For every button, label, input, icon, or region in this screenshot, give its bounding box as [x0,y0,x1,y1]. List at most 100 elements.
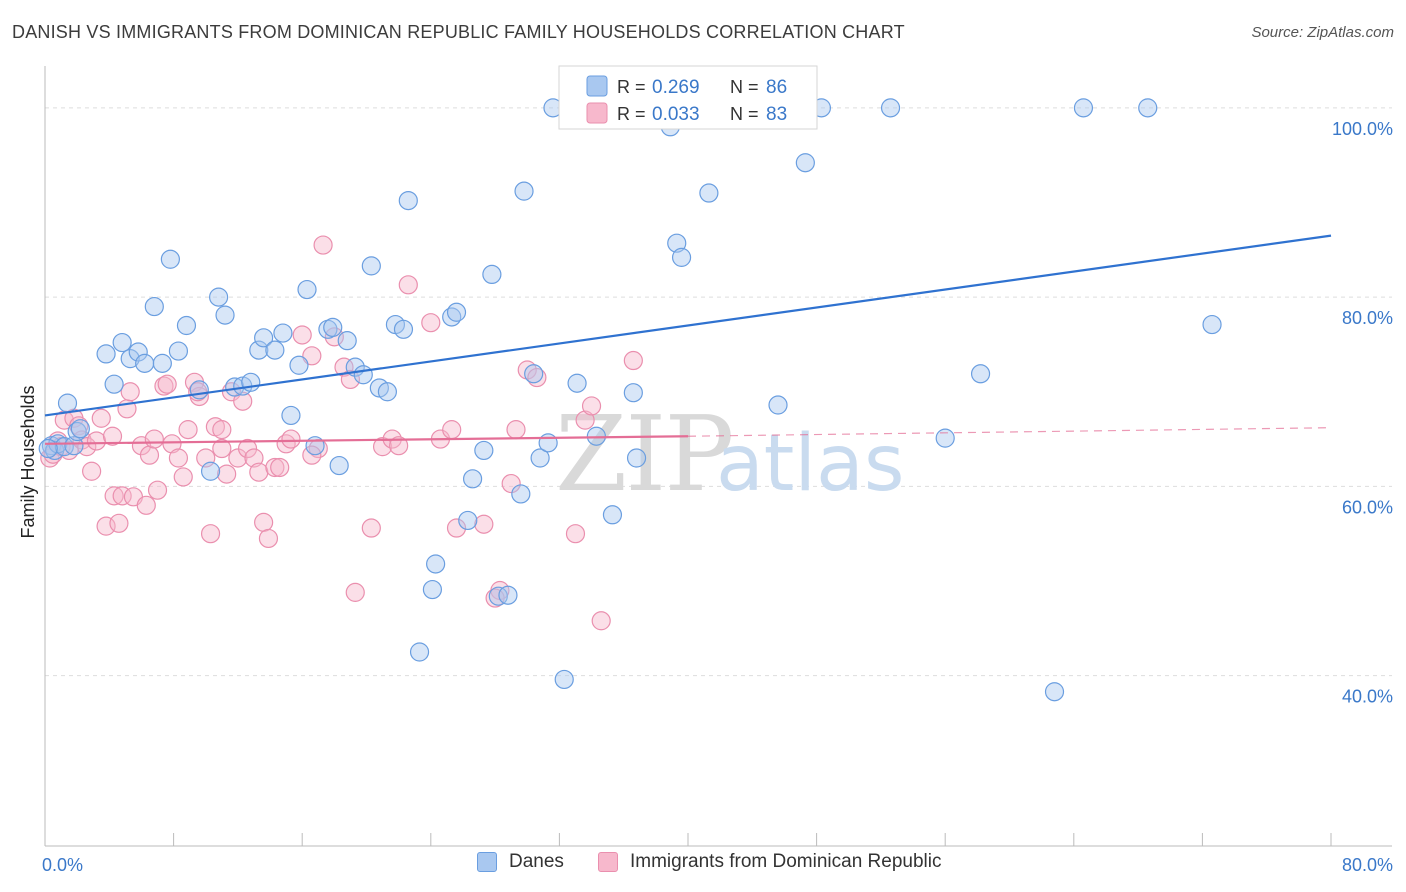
y-axis-label: Family Households [18,385,38,538]
danes-point [64,436,84,456]
dominican-point [302,346,322,366]
dominican-point [109,513,129,533]
danes-point [120,349,140,369]
danes-point [880,98,901,118]
legend-n-value-danes: 86 [766,77,787,98]
danes-point [699,183,719,203]
danes-point [538,433,558,453]
danes-point [1044,682,1065,702]
dominican-point [120,382,140,402]
danes-point [1073,98,1094,118]
trend-lines [44,234,1332,445]
dominican-point [340,369,361,390]
dominican-point [442,420,462,440]
dominican-point [258,528,279,549]
danes-point [329,455,349,476]
danes-point [189,380,209,400]
dominican-point [372,437,393,457]
danes-point [671,247,692,267]
legend-r-value-dominican: 0.033 [652,104,700,125]
danes-point [254,328,274,348]
trend-line-dominican-extension [687,427,1332,437]
danes-point [70,419,90,439]
danes-point [323,317,343,338]
dominican-point [389,436,409,456]
danes-point [54,437,74,457]
dominican-point [162,434,182,454]
dominican-point [244,448,264,468]
danes-point [1202,314,1222,335]
danes-point [38,438,58,459]
danes-point [446,302,467,322]
danes-point [398,190,418,211]
danes-point [104,374,124,394]
danes-point [554,669,574,690]
danes-point [281,405,301,426]
danes-point [176,315,197,336]
danes-point [530,448,550,468]
dominican-point [102,426,123,446]
dominican-point [292,325,312,345]
legend-r-label-dominican: R = [617,104,646,124]
legend-label-dominican: Immigrants from Dominican Republic [630,851,942,872]
legend-n-label-danes: N = [730,77,759,97]
danes-point [602,505,623,525]
danes-point [265,340,285,360]
y-tick-label: 40.0% [1342,687,1393,707]
dominican-point [173,467,193,487]
legend-n-label-dominican: N = [730,104,759,124]
danes-point [511,484,531,504]
danes-point [623,383,643,403]
danes-point [57,393,78,413]
danes-point [567,373,587,393]
dominican-point [281,429,301,449]
danes-point [160,249,180,269]
danes-point [377,382,397,402]
danes-point [1138,98,1158,118]
danes-point [393,319,414,339]
dominican-point [446,518,467,538]
legend-r-value-danes: 0.269 [652,77,700,98]
dominican-point [623,350,643,371]
legend-label-danes: Danes [509,851,564,872]
y-tick-label: 80.0% [1342,308,1393,328]
dominican-point [474,514,494,534]
danes-point [524,364,544,384]
danes-point [361,256,381,276]
danes-point [458,510,478,531]
danes-point [200,461,221,481]
danes-point [96,344,116,364]
dominican-point [265,457,285,478]
legend-item-dominican: Immigrants from Dominican Republic [598,851,942,873]
dominican-point [147,480,168,500]
danes-point [215,305,235,325]
legend-n-value-dominican: 83 [766,104,787,125]
dominican-point [398,275,418,295]
dominican-point [313,235,333,255]
dominican-point [212,438,232,459]
source-label: Source: ZipAtlas.com [1251,24,1394,41]
trend-line-dominican [44,435,689,445]
dominican-point [217,464,237,484]
danes-point [112,332,132,353]
danes-point [626,448,647,468]
danes-point [209,287,229,307]
dominican-point [168,448,189,468]
legend-item-danes: Danes [477,851,564,873]
dominican-point [154,376,174,396]
dominican-point [361,518,381,538]
dominican-point [82,461,102,481]
danes-point [498,585,518,605]
chart-title: DANISH VS IMMIGRANTS FROM DOMINICAN REPU… [12,22,905,42]
dominican-point [144,429,164,449]
dominican-point [237,438,258,459]
danes-point [168,341,189,361]
danes-point [935,428,955,448]
dominican-point [501,473,521,494]
danes-point [482,264,502,285]
y-tick-label: 60.0% [1342,497,1393,517]
danes-point [135,353,155,373]
legend-swatch [477,852,497,872]
dominican-point [345,582,365,602]
danes-point [462,469,483,489]
